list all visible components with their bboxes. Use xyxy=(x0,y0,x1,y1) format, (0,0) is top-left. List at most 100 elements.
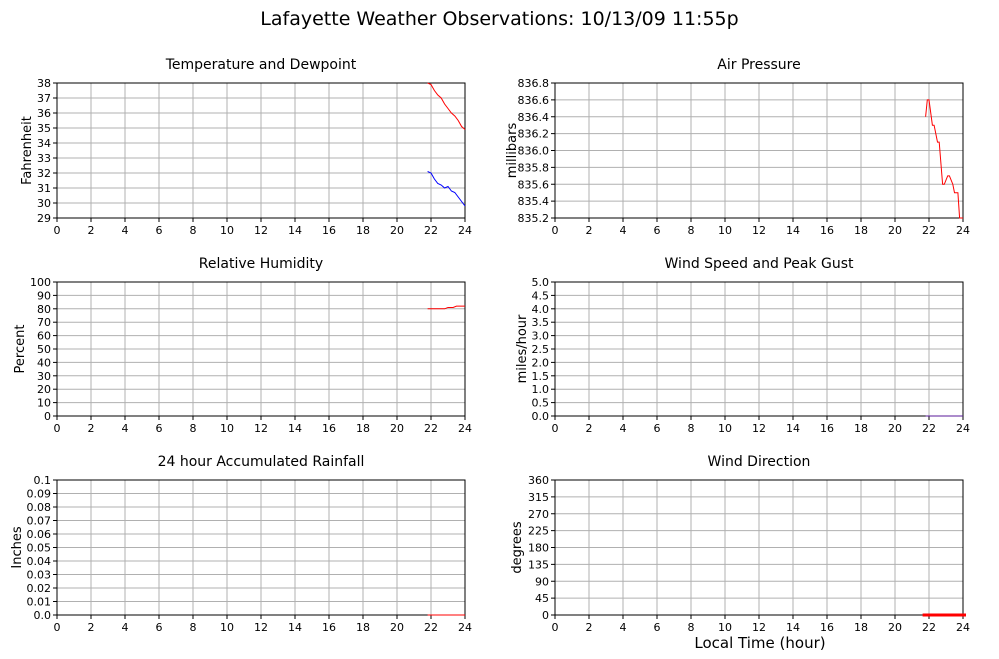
x-tick-label: 6 xyxy=(654,621,661,634)
y-tick-label: 360 xyxy=(528,474,549,487)
x-tick-label: 18 xyxy=(356,224,370,237)
y-tick-label: 836.2 xyxy=(518,128,550,141)
x-tick-label: 20 xyxy=(888,224,902,237)
x-tick-label: 14 xyxy=(786,621,800,634)
y-tick-label: 836.8 xyxy=(518,77,550,90)
y-tick-label: 50 xyxy=(37,343,51,356)
x-tick-label: 14 xyxy=(288,621,302,634)
series-line xyxy=(925,99,963,219)
y-tick-label: 3.0 xyxy=(532,330,550,343)
y-tick-label: 20 xyxy=(37,383,51,396)
chart-title: Wind Speed and Peak Gust xyxy=(665,256,854,272)
x-tick-label: 20 xyxy=(390,224,404,237)
pressure-chart: 0 2 4 6 8 10 12 14 16 18 20 22 24835.2835.4835.6835.… xyxy=(505,57,970,237)
x-tick-label: 8 xyxy=(190,422,197,435)
y-tick-label: 836.0 xyxy=(518,145,550,158)
x-tick-label: 4 xyxy=(620,224,627,237)
y-tick-label: 836.6 xyxy=(518,94,550,107)
local-time-caption: Local Time (hour) xyxy=(694,634,826,652)
y-tick-label: 10 xyxy=(37,397,51,410)
y-axis-label: millibars xyxy=(505,123,520,179)
y-tick-label: 835.6 xyxy=(518,178,550,191)
y-tick-label: 35 xyxy=(37,122,51,135)
y-tick-label: 32 xyxy=(37,167,51,180)
x-tick-label: 0 xyxy=(54,224,61,237)
y-tick-label: 34 xyxy=(37,137,51,150)
chart-title: Air Pressure xyxy=(717,57,800,73)
y-tick-label: 2.0 xyxy=(532,356,550,369)
chart-title: Temperature and Dewpoint xyxy=(165,57,357,73)
x-tick-label: 4 xyxy=(620,621,627,634)
y-tick-label: 29 xyxy=(37,212,51,225)
y-tick-label: 0.06 xyxy=(27,528,52,541)
x-tick-label: 2 xyxy=(586,224,593,237)
x-tick-label: 12 xyxy=(254,621,268,634)
y-tick-label: 80 xyxy=(37,303,51,316)
x-tick-label: 6 xyxy=(654,422,661,435)
x-tick-label: 0 xyxy=(552,621,559,634)
x-tick-label: 8 xyxy=(688,224,695,237)
x-tick-label: 22 xyxy=(424,621,438,634)
x-tick-label: 10 xyxy=(220,224,234,237)
y-tick-label: 0.1 xyxy=(34,474,52,487)
y-tick-label: 225 xyxy=(528,525,549,538)
y-tick-label: 36 xyxy=(37,107,51,120)
y-tick-label: 33 xyxy=(37,152,51,165)
x-tick-label: 10 xyxy=(718,224,732,237)
x-tick-label: 24 xyxy=(458,224,472,237)
x-tick-label: 6 xyxy=(654,224,661,237)
x-tick-label: 16 xyxy=(820,422,834,435)
x-tick-label: 20 xyxy=(390,422,404,435)
x-tick-label: 20 xyxy=(888,422,902,435)
x-tick-label: 4 xyxy=(122,224,129,237)
x-tick-label: 24 xyxy=(458,621,472,634)
x-tick-label: 8 xyxy=(688,422,695,435)
x-tick-label: 24 xyxy=(956,621,970,634)
x-tick-label: 16 xyxy=(322,224,336,237)
x-tick-label: 8 xyxy=(190,224,197,237)
y-tick-label: 5.0 xyxy=(532,276,550,289)
x-tick-label: 16 xyxy=(322,621,336,634)
y-tick-label: 0.08 xyxy=(27,501,52,514)
x-tick-label: 4 xyxy=(620,422,627,435)
x-tick-label: 8 xyxy=(688,621,695,634)
y-tick-label: 0.03 xyxy=(27,569,52,582)
chart-title: 24 hour Accumulated Rainfall xyxy=(158,454,365,470)
x-tick-label: 18 xyxy=(854,621,868,634)
x-tick-label: 2 xyxy=(88,621,95,634)
y-tick-label: 0.0 xyxy=(34,609,52,622)
x-tick-label: 14 xyxy=(288,224,302,237)
y-tick-label: 0.04 xyxy=(27,555,52,568)
x-tick-label: 10 xyxy=(220,621,234,634)
x-tick-label: 12 xyxy=(752,422,766,435)
y-tick-label: 836.4 xyxy=(518,111,550,124)
y-tick-label: 30 xyxy=(37,370,51,383)
y-axis-label: Percent xyxy=(13,325,28,374)
x-tick-label: 0 xyxy=(552,422,559,435)
chart-title: Wind Direction xyxy=(708,454,811,470)
y-tick-label: 70 xyxy=(37,316,51,329)
x-tick-label: 0 xyxy=(54,422,61,435)
y-tick-label: 835.2 xyxy=(518,212,550,225)
x-tick-label: 18 xyxy=(356,422,370,435)
y-tick-label: 0 xyxy=(542,609,549,622)
y-tick-label: 90 xyxy=(535,575,549,588)
humidity-chart: 0 2 4 6 8 10 12 14 16 18 20 22 240102030405060708090… xyxy=(13,256,472,435)
x-tick-label: 22 xyxy=(424,224,438,237)
x-tick-label: 10 xyxy=(718,422,732,435)
series-line xyxy=(427,171,466,207)
x-tick-label: 2 xyxy=(88,224,95,237)
y-axis-label: Fahrenheit xyxy=(20,116,35,185)
y-tick-label: 0.01 xyxy=(27,596,52,609)
y-tick-label: 100 xyxy=(30,276,51,289)
x-tick-label: 24 xyxy=(956,224,970,237)
y-tick-label: 0.07 xyxy=(27,515,52,528)
x-tick-label: 8 xyxy=(190,621,197,634)
x-tick-label: 22 xyxy=(922,224,936,237)
y-tick-label: 0.5 xyxy=(532,397,550,410)
y-tick-label: 135 xyxy=(528,558,549,571)
x-tick-label: 10 xyxy=(718,621,732,634)
x-tick-label: 4 xyxy=(122,422,129,435)
x-tick-label: 12 xyxy=(752,224,766,237)
